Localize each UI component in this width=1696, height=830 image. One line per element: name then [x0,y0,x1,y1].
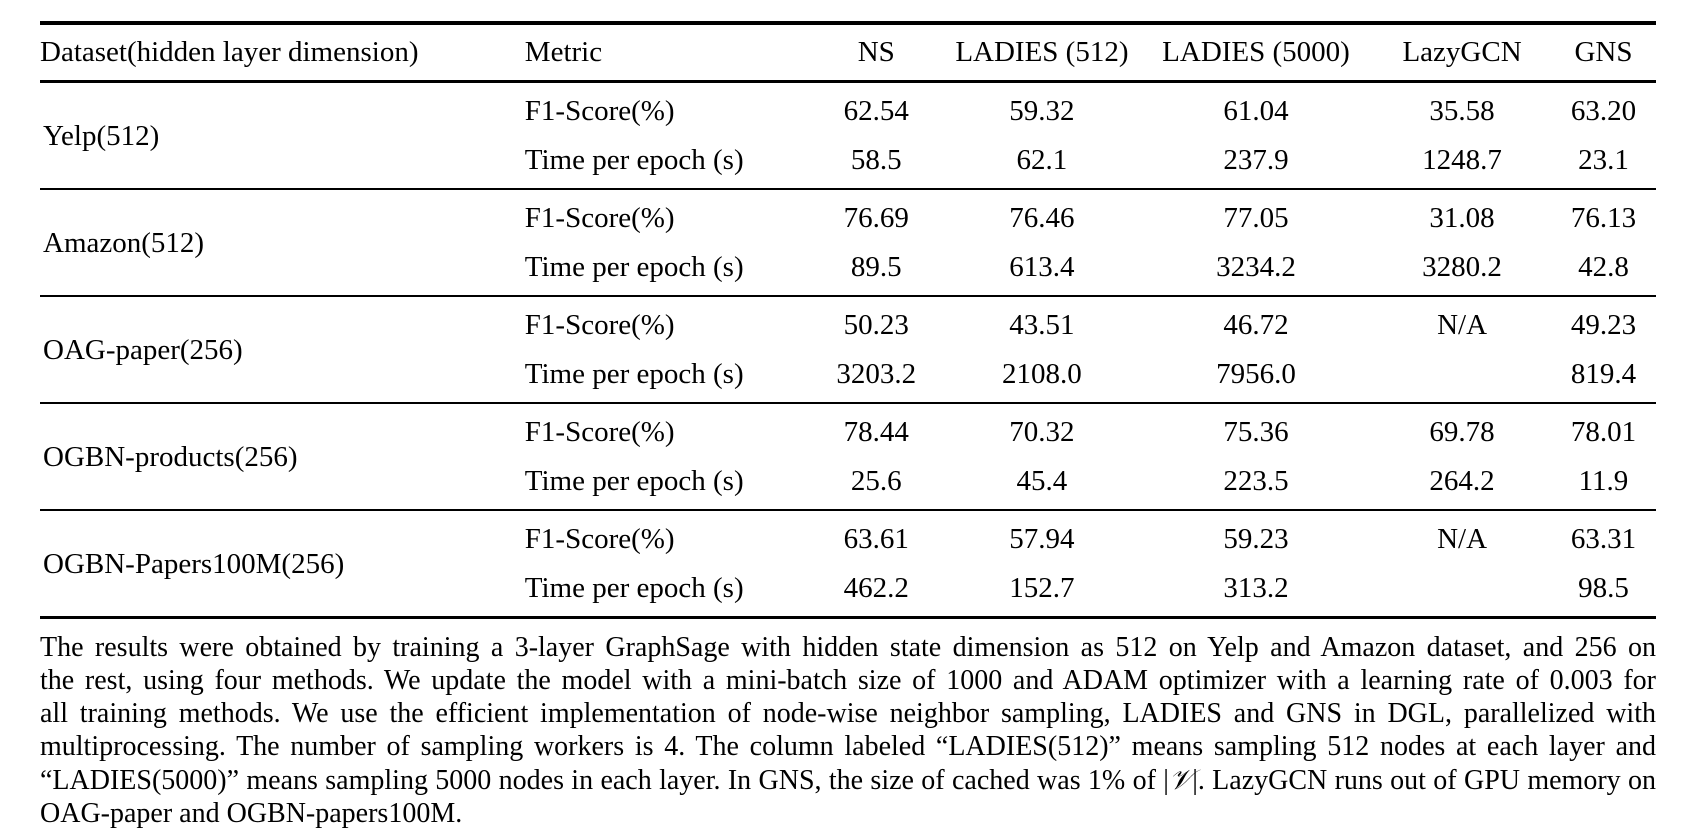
col-header-lazygcn: LazyGCN [1402,35,1522,68]
table-group-ogbn-papers100m: OGBN-Papers100M(256) F1-Score(%) 63.61 5… [40,510,1656,618]
value-cell: 31.08 [1429,201,1495,234]
value-cell: 98.5 [1578,572,1629,604]
value-cell: 35.58 [1429,94,1495,127]
table-row: Time per epoch (s) 58.5 62.1 237.9 1248.… [40,137,1656,189]
table-group-oag-paper: OAG-paper(256) F1-Score(%) 50.23 43.51 4… [40,296,1656,403]
value-cell: 3234.2 [1216,251,1296,283]
value-cell: 11.9 [1578,465,1629,497]
caption-line: “LADIES(5000)” means sampling 5000 nodes… [40,763,1656,797]
dataset-name: Yelp(512) [43,120,160,152]
value-cell: 63.61 [843,522,909,555]
value-cell [1373,565,1551,618]
value-cell: 76.13 [1570,201,1637,234]
value-cell: 152.7 [1009,572,1075,604]
caption-line: The results were obtained by training a … [40,631,1656,663]
value-cell: 58.5 [850,144,902,176]
caption-line: OAG-paper and OGBN-papers100M. [40,797,463,829]
value-cell: 69.78 [1429,415,1495,448]
value-cell: N/A [1437,308,1488,341]
value-cell: 223.5 [1223,465,1289,497]
metric-label-f1: F1-Score(%) [524,201,675,234]
dataset-name: Amazon(512) [43,227,205,259]
value-cell: 819.4 [1570,358,1637,390]
value-cell: 61.04 [1223,94,1289,127]
value-cell: 63.20 [1570,94,1637,127]
value-cell: 89.5 [850,251,902,283]
value-cell: 2108.0 [1002,358,1082,390]
metric-label-time: Time per epoch (s) [524,572,744,604]
value-cell: 25.6 [850,465,902,497]
col-header-gns: GNS [1574,35,1633,68]
caption-text-segment: |. LazyGCN runs out of GPU memory on [1192,764,1656,796]
caption-text-segment: “LADIES(5000)” means sampling 5000 nodes… [40,764,1169,796]
metric-label-time: Time per epoch (s) [524,144,744,176]
col-header-ns: NS [857,35,895,68]
value-cell: 462.2 [843,572,909,604]
value-cell: 76.46 [1009,201,1075,234]
metric-label-time: Time per epoch (s) [524,251,744,283]
value-cell: 70.32 [1009,415,1075,448]
table-group-ogbn-products: OGBN-products(256) F1-Score(%) 78.44 70.… [40,403,1656,510]
caption-line: all training methods. We use the efficie… [40,697,1656,729]
metric-label-time: Time per epoch (s) [524,465,744,497]
metric-label-time: Time per epoch (s) [524,358,744,390]
col-header-ladies-512: LADIES (512) [955,35,1129,68]
vertex-set-symbol: 𝒱 [1168,762,1193,796]
value-cell: 62.54 [843,94,909,127]
metric-label-f1: F1-Score(%) [524,415,675,448]
value-cell [1373,351,1551,403]
table-row: Time per epoch (s) 89.5 613.4 3234.2 328… [40,244,1656,296]
caption-line: the rest, using four methods. We update … [40,664,1656,696]
value-cell: 313.2 [1223,572,1289,604]
dataset-name: OGBN-products(256) [43,441,298,473]
value-cell: 63.31 [1570,522,1637,555]
value-cell: 57.94 [1009,522,1075,555]
dataset-name: OGBN-Papers100M(256) [43,548,345,580]
value-cell: 23.1 [1578,144,1629,176]
value-cell: 43.51 [1009,308,1075,341]
table-header-row: Dataset(hidden layer dimension) Metric N… [40,23,1656,81]
metric-label-f1: F1-Score(%) [524,308,675,341]
value-cell: 1248.7 [1422,144,1502,176]
value-cell: 46.72 [1223,308,1289,341]
value-cell: 78.44 [843,415,909,448]
value-cell: 78.01 [1570,415,1637,448]
metric-label-f1: F1-Score(%) [524,522,675,555]
value-cell: 59.32 [1009,94,1075,127]
caption-line: multiprocessing. The number of sampling … [40,730,1656,762]
table-row: Time per epoch (s) 462.2 152.7 313.2 98.… [40,565,1656,618]
value-cell: 42.8 [1578,251,1629,283]
table-group-yelp: Yelp(512) F1-Score(%) 62.54 59.32 61.04 … [40,81,1656,189]
value-cell: 7956.0 [1216,358,1296,390]
value-cell: 49.23 [1570,308,1637,341]
col-header-dataset: Dataset(hidden layer dimension) [40,35,419,68]
value-cell: 50.23 [843,308,909,341]
table-row: Time per epoch (s) 3203.2 2108.0 7956.0 … [40,351,1656,403]
table-row: Yelp(512) F1-Score(%) 62.54 59.32 61.04 … [40,81,1656,153]
value-cell: 3203.2 [836,358,917,390]
value-cell: N/A [1437,522,1488,555]
table-group-amazon: Amazon(512) F1-Score(%) 76.69 76.46 77.0… [40,189,1656,296]
value-cell: 3280.2 [1422,251,1502,283]
dataset-name: OAG-paper(256) [43,334,243,366]
results-table: Dataset(hidden layer dimension) Metric N… [40,21,1656,619]
value-cell: 264.2 [1429,465,1495,497]
metric-label-f1: F1-Score(%) [524,94,675,127]
value-cell: 77.05 [1223,201,1289,234]
table-caption: The results were obtained by training a … [40,631,1656,830]
value-cell: 76.69 [843,201,909,234]
col-header-metric: Metric [524,35,603,68]
value-cell: 45.4 [1016,465,1068,497]
value-cell: 237.9 [1223,144,1289,176]
table-row: Time per epoch (s) 25.6 45.4 223.5 264.2… [40,458,1656,510]
value-cell: 62.1 [1016,144,1068,176]
value-cell: 613.4 [1009,251,1075,283]
table-row: OAG-paper(256) F1-Score(%) 50.23 43.51 4… [40,296,1656,367]
value-cell: 75.36 [1223,415,1289,448]
table-row: OGBN-Papers100M(256) F1-Score(%) 63.61 5… [40,510,1656,581]
table-row: Amazon(512) F1-Score(%) 76.69 76.46 77.0… [40,189,1656,260]
col-header-ladies-5000: LADIES (5000) [1162,35,1350,68]
value-cell: 59.23 [1223,522,1289,555]
table-row: OGBN-products(256) F1-Score(%) 78.44 70.… [40,403,1656,474]
